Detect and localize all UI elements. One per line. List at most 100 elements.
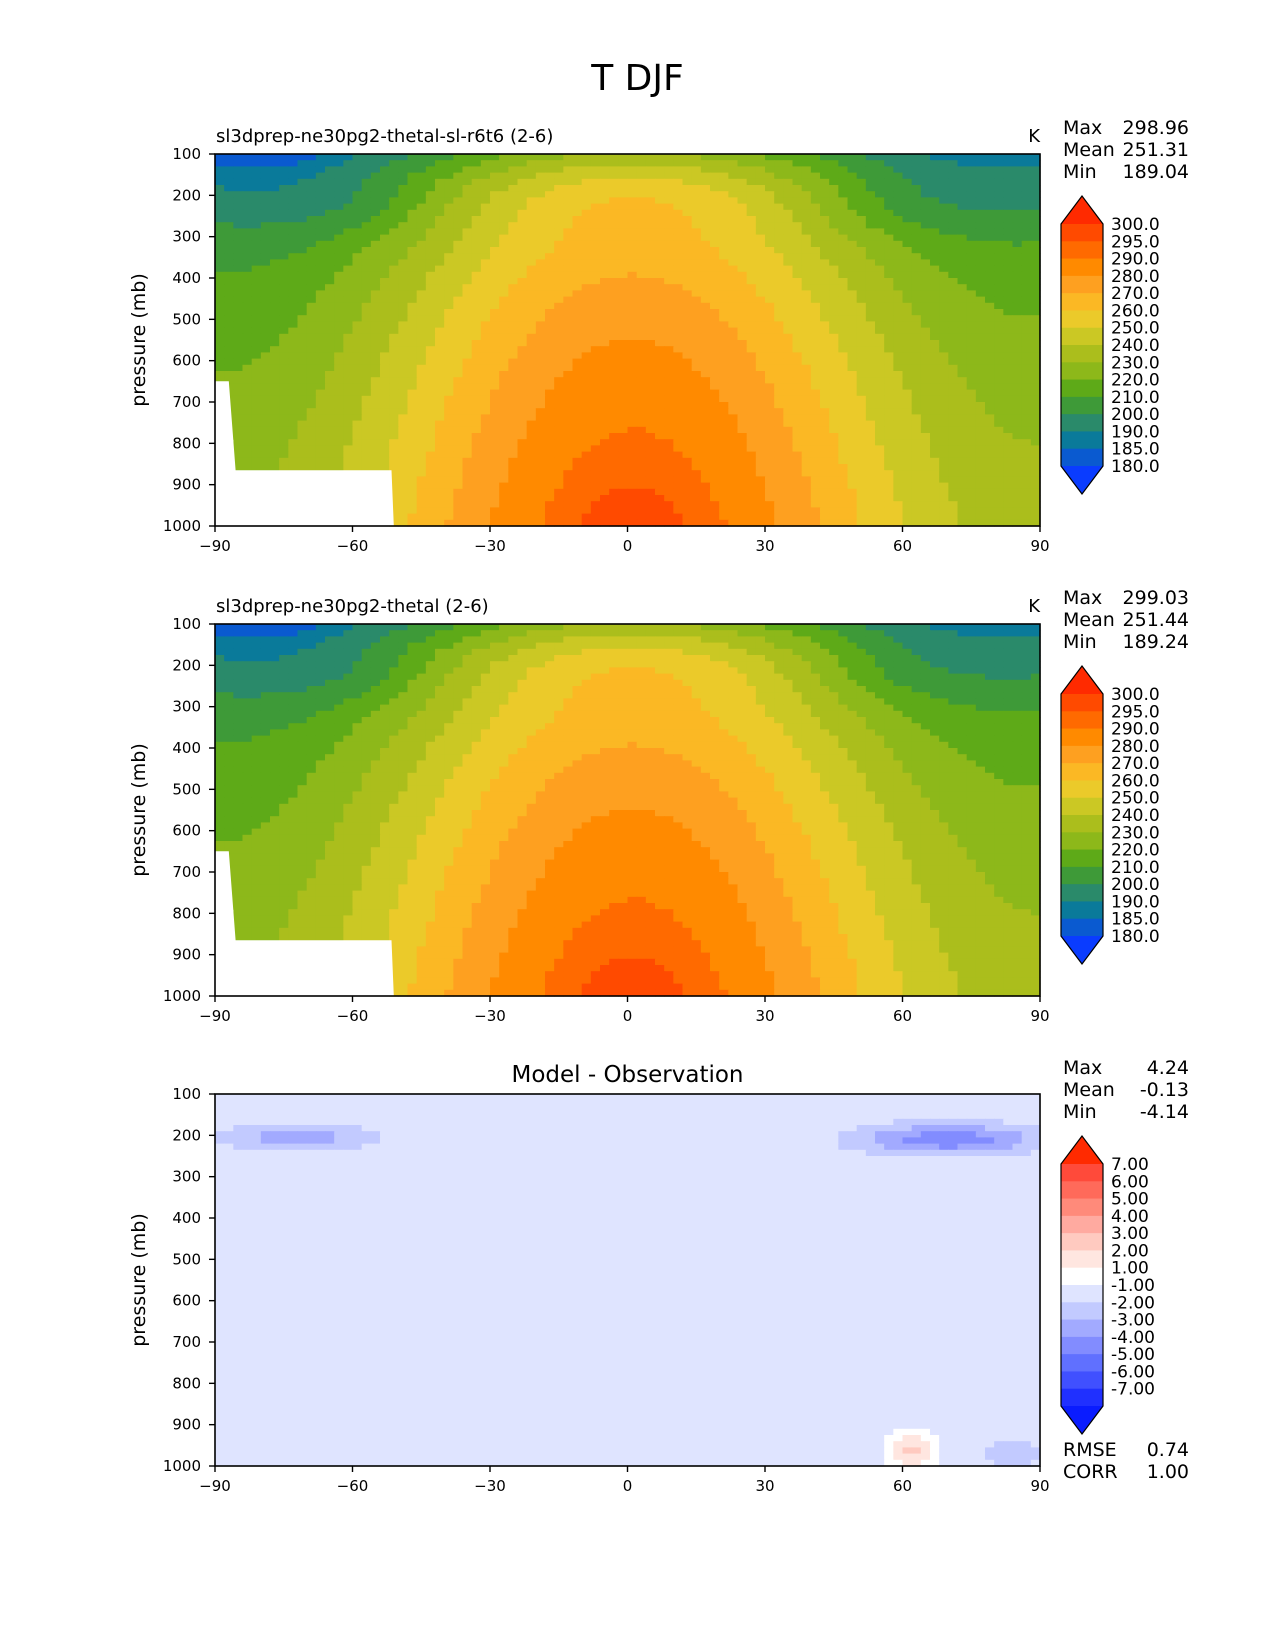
field-cell bbox=[590, 395, 601, 403]
field-cell bbox=[746, 439, 757, 446]
field-cell bbox=[856, 290, 867, 298]
field-cell bbox=[691, 222, 702, 229]
field-cell bbox=[453, 402, 464, 409]
field-cell bbox=[609, 495, 619, 502]
field-cell bbox=[480, 327, 491, 335]
field-cell bbox=[801, 333, 812, 341]
field-cell bbox=[884, 240, 894, 248]
field-cell bbox=[325, 278, 335, 285]
field-cell bbox=[930, 352, 940, 360]
field-cell bbox=[673, 364, 684, 372]
field-cell bbox=[1021, 445, 1032, 453]
field-cell bbox=[425, 172, 436, 180]
field-cell bbox=[930, 302, 940, 310]
field-cell bbox=[820, 464, 830, 471]
field-cell bbox=[508, 178, 519, 186]
field-cell bbox=[783, 234, 794, 242]
field-cell bbox=[829, 228, 839, 236]
field-cell bbox=[801, 445, 812, 453]
field-cell bbox=[325, 259, 335, 267]
field-cell bbox=[948, 457, 959, 465]
field-cell bbox=[370, 160, 381, 167]
field-cell bbox=[865, 216, 876, 223]
field-cell bbox=[590, 420, 601, 428]
field-cell bbox=[627, 166, 638, 174]
field-cell bbox=[389, 296, 399, 304]
field-cell bbox=[260, 154, 271, 161]
field-cell bbox=[655, 439, 665, 446]
field-cell bbox=[948, 395, 959, 403]
field-cell bbox=[673, 209, 684, 217]
field-cell bbox=[737, 253, 748, 260]
field-cell bbox=[655, 271, 665, 279]
field-cell bbox=[820, 185, 830, 192]
field-cell bbox=[554, 302, 564, 310]
field-cell bbox=[581, 309, 592, 316]
field-cell bbox=[435, 395, 445, 403]
field-cell bbox=[994, 377, 1004, 384]
field-cell bbox=[462, 414, 473, 422]
field-cell bbox=[462, 302, 473, 310]
field-cell bbox=[572, 364, 583, 372]
field-cell bbox=[526, 166, 537, 174]
field-cell bbox=[719, 278, 729, 285]
field-cell bbox=[728, 172, 739, 180]
field-cell bbox=[380, 414, 390, 422]
field-cell bbox=[416, 346, 427, 353]
field-cell bbox=[480, 197, 491, 205]
field-cell bbox=[480, 234, 491, 242]
field-cell bbox=[645, 346, 656, 353]
field-cell bbox=[682, 488, 693, 496]
field-cell bbox=[939, 451, 949, 459]
field-cell bbox=[554, 321, 564, 329]
field-cell bbox=[801, 346, 812, 353]
field-cell bbox=[728, 476, 739, 484]
field-cell bbox=[710, 364, 720, 372]
field-cell bbox=[499, 247, 509, 254]
field-cell bbox=[453, 482, 464, 490]
field-cell bbox=[682, 228, 693, 236]
field-cell bbox=[600, 234, 610, 242]
field-cell bbox=[251, 309, 262, 316]
field-cell bbox=[700, 402, 711, 409]
field-cell bbox=[1012, 470, 1023, 477]
field-cell bbox=[1030, 203, 1041, 211]
field-cell bbox=[471, 414, 482, 422]
field-cell bbox=[370, 178, 381, 186]
field-cell bbox=[939, 433, 949, 440]
field-cell bbox=[691, 253, 702, 260]
field-cell bbox=[829, 482, 839, 490]
field-cell bbox=[389, 408, 399, 415]
field-cell bbox=[490, 191, 500, 198]
field-cell bbox=[636, 352, 647, 360]
field-cell bbox=[719, 315, 729, 322]
field-cell bbox=[893, 439, 904, 446]
field-cell bbox=[948, 488, 959, 496]
field-cell bbox=[554, 346, 564, 353]
field-cell bbox=[1021, 364, 1032, 372]
field-cell bbox=[774, 445, 784, 453]
field-cell bbox=[526, 191, 537, 198]
field-cell bbox=[985, 395, 995, 403]
field-cell bbox=[755, 290, 766, 298]
field-cell bbox=[682, 476, 693, 484]
field-cell bbox=[985, 439, 995, 446]
field-cell bbox=[471, 154, 482, 161]
field-cell bbox=[370, 259, 381, 267]
field-cell bbox=[581, 371, 592, 378]
field-cell bbox=[224, 364, 234, 372]
field-cell bbox=[884, 321, 894, 329]
field-cell bbox=[911, 464, 922, 471]
field-cell bbox=[801, 172, 812, 180]
field-cell bbox=[260, 309, 271, 316]
field-cell bbox=[920, 228, 931, 236]
field-cell bbox=[343, 426, 354, 434]
field-cell bbox=[508, 302, 519, 310]
field-cell bbox=[471, 358, 482, 366]
field-cell bbox=[260, 420, 271, 428]
field-cell bbox=[609, 271, 619, 279]
field-cell bbox=[398, 247, 409, 254]
field-cell bbox=[224, 191, 234, 198]
field-cell bbox=[590, 240, 601, 248]
field-cell bbox=[554, 402, 564, 409]
